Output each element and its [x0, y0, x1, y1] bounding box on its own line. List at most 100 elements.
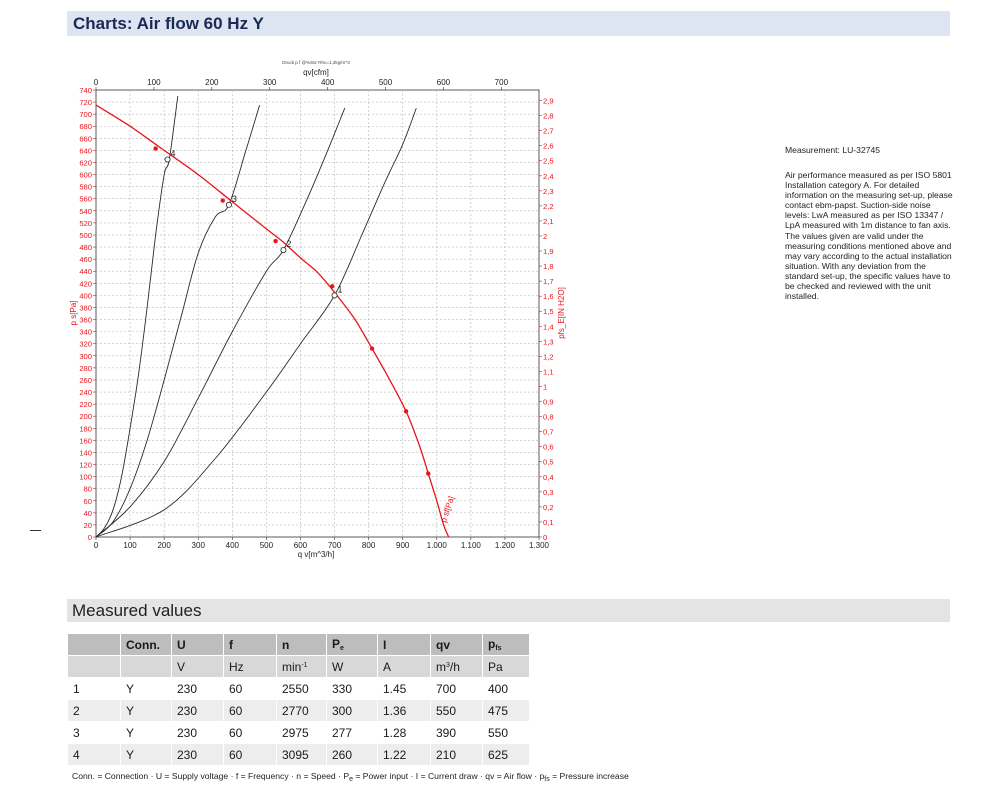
plot-frame	[95, 89, 540, 538]
x2-tick-label: 500	[379, 78, 393, 87]
y2-tick-label: 2,6	[543, 142, 554, 151]
table-cell: 210	[431, 744, 482, 765]
dash-mark	[30, 530, 41, 531]
unit-cell	[121, 656, 171, 677]
table-cell: Y	[121, 744, 171, 765]
unit-cell: min-1	[277, 656, 326, 677]
operating-point-label: 2	[286, 239, 291, 249]
y-tick-label: 80	[84, 485, 92, 494]
y-tick-label: 520	[79, 219, 92, 228]
table-cell: 230	[172, 678, 223, 699]
unit-cell: W	[327, 656, 377, 677]
y2-tick-label: 0,7	[543, 428, 554, 437]
chart-caption: Druck p f @%Sür Rho=1,2kg/m^3	[282, 60, 350, 65]
measurement-id: Measurement: LU-32745	[785, 145, 881, 155]
system-curve	[95, 107, 346, 538]
y2-tick-label: 0,6	[543, 443, 554, 452]
table-cell: 277	[327, 722, 377, 743]
y-tick-label: 560	[79, 195, 92, 204]
unit-cell: A	[378, 656, 430, 677]
y2-tick-label: 0,3	[543, 488, 554, 497]
fan-curve-marker	[369, 346, 375, 351]
measurement-note: Air performance measured as per ISO 5801…	[785, 170, 953, 302]
header-bar: Charts: Air flow 60 Hz Y	[67, 11, 950, 36]
header-cell: n	[277, 634, 326, 655]
page-title: Charts: Air flow 60 Hz Y	[73, 14, 264, 33]
table-cell: 2770	[277, 700, 326, 721]
y2-tick-label: 2,7	[543, 127, 554, 136]
unit-sup: -1	[301, 661, 308, 669]
abbreviation-legend: Conn. = Connection · U = Supply voltage …	[72, 771, 629, 783]
table-cell: 60	[224, 744, 276, 765]
y2-tick-label: 0,1	[543, 518, 554, 527]
table-cell: 60	[224, 700, 276, 721]
y2-tick-label: 2,9	[543, 97, 554, 106]
operating-point	[225, 201, 232, 208]
table-cell: 1.45	[378, 678, 430, 699]
operating-point	[164, 156, 171, 163]
table-cell: 60	[224, 722, 276, 743]
y2-axis-label: pfs_E[IN H2O]	[557, 287, 566, 339]
operating-point-label: 1	[338, 284, 343, 294]
y-tick-label: 440	[79, 267, 92, 276]
y-tick-label: 260	[79, 376, 92, 385]
table-cell: 400	[483, 678, 529, 699]
table-cell: 260	[327, 744, 377, 765]
unit-cell: V	[172, 656, 223, 677]
fan-curve-marker	[153, 146, 158, 151]
header-cell: f	[224, 634, 276, 655]
x-tick-label: 800	[362, 541, 376, 550]
table-cell: 475	[483, 700, 529, 721]
y2-tick-label: 0,4	[543, 473, 554, 482]
y2-tick-label: 2,8	[543, 112, 554, 121]
legend-text: Conn. = Connection · U = Supply voltage …	[72, 771, 350, 781]
y2-tick-label: 1,9	[543, 247, 554, 256]
x2-tick-label: 0	[94, 78, 99, 87]
y2-tick-label: 1	[543, 382, 547, 391]
x-tick-label: 1.100	[461, 541, 482, 550]
y2-tick-label: 1,8	[543, 262, 554, 271]
table-cell: 230	[172, 722, 223, 743]
section-title: Measured values	[72, 601, 202, 620]
y-tick-label: 100	[79, 473, 92, 482]
unit-cell: m3/h	[431, 656, 482, 677]
fan-curve-marker	[403, 409, 409, 414]
y-tick-label: 280	[79, 364, 92, 373]
unit-cell	[68, 656, 120, 677]
y-tick-label: 120	[79, 461, 92, 470]
y-tick-label: 340	[79, 328, 92, 337]
x-tick-label: 600	[294, 541, 308, 550]
y2-tick-label: 1,3	[543, 337, 554, 346]
system-curve	[95, 104, 261, 538]
table-cell: 1.28	[378, 722, 430, 743]
header-text: P	[332, 637, 341, 651]
y2-tick-label: 0	[543, 533, 547, 542]
table-cell: 230	[172, 744, 223, 765]
fan-curve-marker	[426, 471, 431, 476]
y-tick-label: 600	[79, 171, 92, 180]
legend-text: = Power input · I = Current draw · qv = …	[352, 771, 545, 781]
y2-tick-label: 2,4	[543, 172, 554, 181]
y-tick-label: 360	[79, 316, 92, 325]
x2-tick-label: 300	[263, 78, 277, 87]
x2-tick-label: 200	[205, 78, 219, 87]
y2-tick-label: 0,9	[543, 398, 554, 407]
y2-tick-label: 2,3	[543, 187, 554, 196]
header-cell: pfs	[483, 634, 529, 655]
system-curve	[95, 95, 179, 538]
header-cell: U	[172, 634, 223, 655]
legend-sub: fs	[544, 776, 550, 783]
table-cell: 2975	[277, 722, 326, 743]
y-tick-label: 660	[79, 134, 92, 143]
unit-cell: Pa	[483, 656, 529, 677]
table-cell: 1.36	[378, 700, 430, 721]
header-sub: e	[340, 645, 344, 652]
header-cell: Pe	[327, 634, 377, 655]
table-cell: 60	[224, 678, 276, 699]
y-tick-label: 620	[79, 158, 92, 167]
table-cell: 3	[68, 722, 120, 743]
legend-sub: e	[349, 776, 353, 783]
table-cell: 700	[431, 678, 482, 699]
y-tick-label: 0	[88, 533, 92, 542]
table-cell: 2	[68, 700, 120, 721]
